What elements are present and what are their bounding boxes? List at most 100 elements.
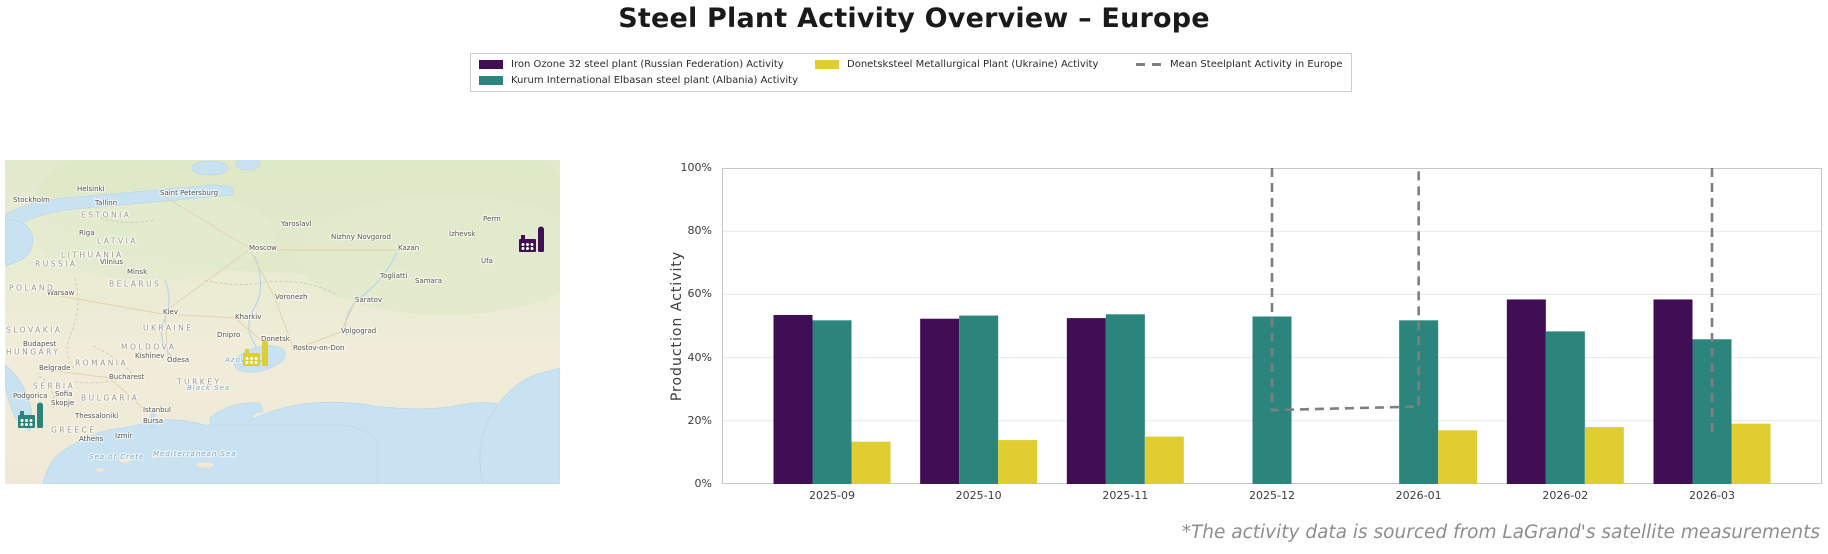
bar-2025-10-series0	[920, 318, 960, 484]
legend-item-donetsksteel: Donetsksteel Metallurgical Plant (Ukrain…	[815, 57, 1136, 72]
map-country-label: ROMANIA	[75, 358, 129, 368]
map-city-label: Kazan	[398, 244, 420, 252]
y-tick-label: 100%	[680, 161, 712, 174]
map-city-label: Togliatti	[380, 272, 408, 280]
legend-label: Donetsksteel Metallurgical Plant (Ukrain…	[847, 59, 1099, 70]
map-city-label: Dnipro	[217, 331, 241, 339]
factory-icon	[243, 340, 268, 366]
x-tick-label: 2025-10	[955, 489, 1002, 502]
legend-item-mean: Mean Steelplant Activity in Europe	[1136, 57, 1343, 72]
map-city-label: Saint Petersburg	[160, 189, 219, 197]
factory-marker-russian-federation	[519, 226, 545, 253]
factory-icon	[519, 226, 544, 252]
map-city-label: Stockholm	[13, 196, 50, 204]
map-city-label: Yaroslavl	[281, 220, 312, 228]
bar-2025-10-series2	[998, 440, 1038, 484]
map-city-label: Saratov	[355, 296, 383, 304]
legend-item-iron-ozone: Iron Ozone 32 steel plant (Russian Feder…	[479, 57, 815, 72]
map-city-label: Voronezh	[275, 293, 308, 301]
map-country-label: SLOVAKIA	[6, 325, 63, 335]
bar-2026-02-series2	[1584, 427, 1624, 484]
map-city-label: Bucharest	[109, 373, 145, 381]
legend-swatch-donetsksteel	[815, 60, 839, 69]
map-city-label: Izhevsk	[449, 230, 476, 238]
map-country-label: UKRAINE	[143, 323, 194, 333]
map-country-label: POLAND	[9, 283, 56, 293]
map-city-label: Sofia	[55, 390, 73, 398]
map-city-label: Rostov-on-Don	[293, 344, 345, 352]
map-country-label: TURKEY	[177, 377, 222, 387]
legend-label: Mean Steelplant Activity in Europe	[1170, 59, 1343, 70]
map-country-label: SERBIA	[33, 381, 76, 391]
bar-2025-09-series0	[773, 314, 813, 484]
y-axis-ticks: 0% 20% 40% 60% 80% 100%	[600, 161, 712, 490]
map-city-label: Thessaloniki	[75, 412, 119, 420]
map-sea-label: Mediterranean Sea	[153, 450, 237, 458]
x-axis-ticks: 2025-09 2025-10 2025-11 2025-12 2026-01 2026-…	[722, 489, 1822, 505]
map-city-label: Bursa	[143, 417, 164, 425]
bar-2026-03-series2	[1731, 423, 1771, 484]
map-city-label: Volgograd	[341, 327, 377, 335]
source-footnote: *The activity data is sourced from LaGra…	[1181, 522, 1820, 543]
activity-bar-chart	[722, 167, 1822, 485]
map-city-label: Perm	[483, 215, 501, 223]
factory-icon	[18, 402, 43, 428]
bar-2026-02-series0	[1506, 299, 1546, 484]
x-tick-label: 2025-11	[1102, 489, 1149, 502]
bar-2026-03-series0	[1653, 299, 1693, 484]
y-tick-label: 20%	[687, 413, 712, 427]
map-sea-label: Sea of Crete	[89, 453, 145, 461]
map-city-label: Tallinn	[95, 199, 118, 207]
x-tick-label: 2026-02	[1542, 489, 1589, 502]
mean-activity-dashed-line-0	[1270, 168, 1420, 412]
x-tick-label: 2025-12	[1249, 489, 1295, 502]
map-city-label: Warsaw	[47, 289, 75, 297]
map-country-label: LATVIA	[97, 236, 138, 246]
legend-swatch-iron-ozone	[479, 60, 503, 69]
x-tick-label: 2026-03	[1689, 489, 1735, 502]
y-tick-label: 80%	[687, 224, 712, 238]
map-country-label: RUSSIA	[35, 259, 78, 269]
map-city-label: Istanbul	[143, 406, 172, 414]
map-city-label: Kharkiv	[235, 313, 262, 321]
bar-2025-11-series0	[1066, 318, 1106, 484]
map-base-geography	[5, 160, 560, 484]
y-tick-label: 40%	[687, 350, 712, 364]
map-country-label: MOLDOVA	[121, 342, 177, 352]
map-country-label: GREECE	[51, 425, 97, 435]
bar-2025-11-series1	[1105, 314, 1145, 484]
bar-2026-02-series1	[1545, 331, 1585, 484]
map-city-label: Belgrade	[39, 364, 71, 372]
map-country-label: HUNGARY	[6, 347, 61, 357]
map-sea-label: Black Sea	[187, 384, 231, 392]
bar-2025-10-series1	[959, 315, 999, 484]
bar-2025-09-series1	[812, 320, 852, 484]
map-city-label: Helsinki	[77, 185, 105, 193]
legend-item-kurum: Kurum International Elbasan steel plant …	[479, 73, 815, 88]
map-city-label: Odesa	[167, 356, 190, 364]
map-country-label: BELARUS	[109, 279, 162, 289]
bar-2025-09-series2	[851, 441, 891, 484]
map-city-label: Kiev	[163, 308, 178, 316]
map-city-label: Vilnius	[100, 258, 123, 266]
legend-label: Iron Ozone 32 steel plant (Russian Feder…	[511, 59, 784, 70]
map-city-label: Nizhny Novgorod	[331, 233, 391, 241]
map-city-label: Kishinev	[135, 352, 165, 360]
map-city-label: Budapest	[23, 340, 57, 348]
chart-legend: Iron Ozone 32 steel plant (Russian Feder…	[470, 53, 1352, 92]
map-city-label: Donetsk	[261, 335, 290, 343]
bar-2025-11-series2	[1144, 436, 1184, 484]
map-country-label: LITHUANIA	[61, 250, 124, 260]
map-city-label: Moscow	[249, 244, 277, 252]
legend-swatch-kurum	[479, 76, 503, 85]
chart-canvas	[722, 167, 1822, 485]
map-city-label: Samara	[415, 277, 443, 285]
map-city-label: Skopje	[51, 399, 75, 407]
x-tick-label: 2025-09	[809, 489, 855, 502]
bar-2026-01-series2	[1438, 430, 1478, 484]
x-tick-label: 2026-01	[1395, 489, 1442, 502]
y-tick-label: 60%	[687, 287, 712, 301]
legend-dashed-line-icon	[1136, 63, 1162, 66]
factory-marker-ukraine	[243, 340, 269, 367]
map-city-label: Podgorica	[13, 392, 48, 400]
